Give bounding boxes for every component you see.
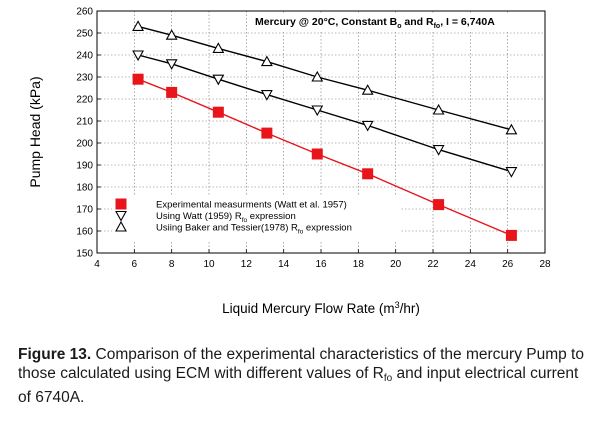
data-point xyxy=(362,168,374,180)
legend-label: Usiing Baker and Tessier(1978) Rfo expre… xyxy=(156,223,352,236)
x-tick-label: 4 xyxy=(94,259,100,270)
figure-caption: Figure 13. Comparison of the experimenta… xyxy=(18,345,590,407)
x-tick-label: 14 xyxy=(278,259,290,270)
data-point xyxy=(505,123,518,135)
series-layer xyxy=(132,20,518,241)
x-tick-label: 26 xyxy=(502,259,514,270)
series-line xyxy=(137,25,512,131)
y-tick-label: 230 xyxy=(76,73,93,84)
pump-head-chart: 4 6 8 10 12 14 16 18 20 22 24 26 28 150 160 170 180 190 20… xyxy=(27,7,551,317)
x-tick-label: 20 xyxy=(390,259,402,270)
data-point xyxy=(505,167,518,178)
series-triangle-down xyxy=(132,50,518,178)
caption-subscript: fo xyxy=(383,373,393,384)
legend: Experimental measurments (Watt et al. 19… xyxy=(112,196,400,240)
x-tick-label: 22 xyxy=(427,259,439,270)
caption-text-1: Comparison of the experimental character… xyxy=(18,346,584,382)
chart-title: Mercury @ 20°C, Constant Bo and Rfo, I =… xyxy=(255,16,495,30)
y-tick-label: 170 xyxy=(76,205,93,216)
y-tick-label: 160 xyxy=(76,227,93,238)
y-tick-label: 250 xyxy=(76,29,93,40)
data-point xyxy=(166,86,178,98)
y-tick-label: 190 xyxy=(76,161,93,172)
y-tick-label: 180 xyxy=(76,183,93,194)
series-line xyxy=(137,78,512,237)
y-tick-label: 240 xyxy=(76,51,93,62)
x-tick-label: 10 xyxy=(203,259,215,270)
legend-marker xyxy=(115,198,127,210)
data-point xyxy=(212,42,225,53)
data-point xyxy=(432,145,445,156)
x-tick-label: 24 xyxy=(465,259,477,270)
y-tick-label: 150 xyxy=(76,249,93,260)
legend-marker xyxy=(115,210,127,222)
data-point xyxy=(212,106,224,118)
x-tick-label: 12 xyxy=(241,259,253,270)
series-square xyxy=(132,73,517,241)
data-point xyxy=(432,103,445,115)
data-point xyxy=(212,74,225,86)
legend-label: Experimental measurments (Watt et al. 19… xyxy=(156,200,347,211)
data-point xyxy=(361,84,374,95)
x-axis-label: Liquid Mercury Flow Rate (m3/hr) xyxy=(222,300,420,316)
legend-marker xyxy=(115,220,127,232)
legend-background xyxy=(112,196,400,240)
legend-label: Using Watt (1959) Rfo expression xyxy=(156,211,296,224)
y-axis-label: Pump Head (kPa) xyxy=(27,76,43,187)
data-point xyxy=(433,199,445,211)
data-point xyxy=(132,73,144,85)
data-point xyxy=(311,70,324,82)
data-point xyxy=(260,90,273,101)
chart-title-box: Mercury @ 20°C, Constant Bo and Rfo, I =… xyxy=(251,14,519,30)
data-point xyxy=(361,120,374,132)
x-tick-label: 6 xyxy=(132,259,138,270)
data-point xyxy=(165,59,178,70)
series-line xyxy=(137,54,512,173)
data-point xyxy=(132,50,145,62)
caption-text-2: and input electrical current of 6740A. xyxy=(18,365,579,406)
x-tick-label: 28 xyxy=(539,259,551,270)
y-tick-label: 220 xyxy=(76,95,93,106)
x-tick-label: 16 xyxy=(315,259,327,270)
data-point xyxy=(260,55,273,67)
data-point xyxy=(165,29,178,40)
data-point xyxy=(311,148,323,160)
data-point xyxy=(261,127,273,139)
y-tick-label: 260 xyxy=(76,7,93,18)
data-point xyxy=(311,105,324,117)
y-tick-label: 210 xyxy=(76,117,93,128)
figure-label: Figure 13. xyxy=(18,346,92,363)
y-tick-label: 200 xyxy=(76,139,93,150)
data-point xyxy=(505,229,517,241)
series-triangle-up xyxy=(132,20,518,135)
data-point xyxy=(132,20,145,31)
x-tick-label: 18 xyxy=(353,259,365,270)
axis-ticks: 4 6 8 10 12 14 16 18 20 22 24 26 28 150 160 170 180 190 20… xyxy=(76,7,551,271)
x-tick-label: 8 xyxy=(169,259,175,270)
